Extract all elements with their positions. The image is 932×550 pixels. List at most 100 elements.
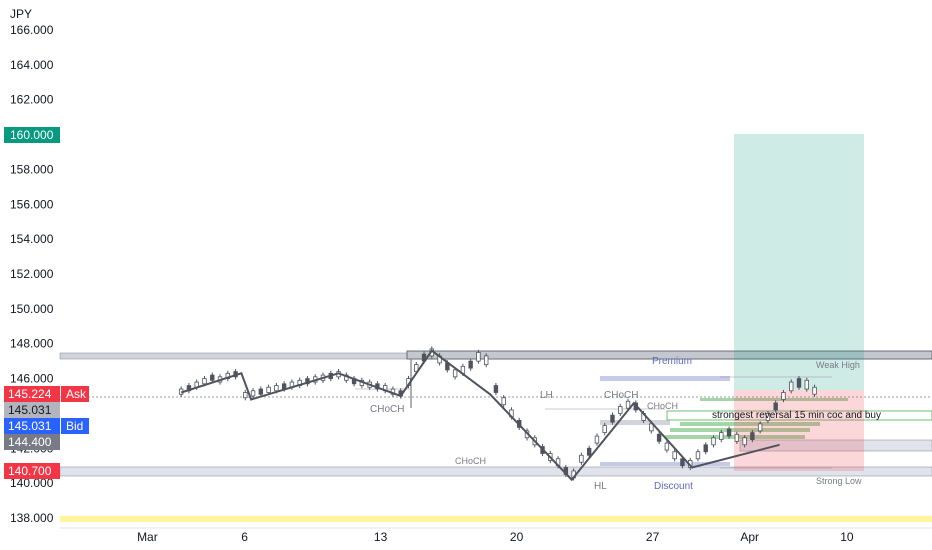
x-tick-label: 20 [510, 530, 524, 544]
candle-body [695, 451, 701, 460]
y-tick-label: 138.000 [10, 511, 54, 525]
candle-body [625, 400, 631, 409]
ask-badge: 145.224 Ask [4, 386, 89, 402]
candle[interactable] [258, 386, 264, 397]
hl-label: HL [594, 481, 607, 492]
premium-band [600, 376, 730, 381]
candle-body [719, 432, 724, 440]
x-tick-label: 10 [840, 530, 854, 544]
svg-text:145.031: 145.031 [8, 403, 52, 417]
candle[interactable] [711, 435, 716, 448]
candle[interactable] [664, 440, 670, 453]
candle[interactable] [476, 349, 481, 364]
candle[interactable] [210, 372, 215, 383]
loss-zone [734, 390, 864, 471]
green-fvg-2 [670, 428, 810, 432]
candle[interactable] [610, 412, 615, 425]
candle[interactable] [773, 400, 778, 413]
candle[interactable] [594, 433, 600, 446]
candle-body [656, 433, 662, 442]
candle[interactable] [618, 403, 623, 417]
candle-body [618, 406, 623, 414]
candle[interactable] [757, 421, 763, 434]
y-tick-label: 146.000 [10, 372, 54, 386]
candle-body [493, 385, 499, 393]
candle[interactable] [719, 429, 724, 443]
candle-body [781, 392, 786, 400]
candle[interactable] [586, 445, 592, 458]
y-tick-label: 150.000 [10, 302, 54, 316]
candle-body [734, 433, 740, 442]
candle[interactable] [750, 429, 755, 443]
candle[interactable] [493, 382, 499, 396]
stop-badge: 140.700 [4, 463, 60, 479]
candle-body [812, 386, 817, 395]
candle-body [501, 397, 506, 406]
candle[interactable] [781, 389, 786, 403]
candle[interactable] [483, 353, 489, 368]
candle[interactable] [804, 377, 809, 392]
candle[interactable] [656, 431, 662, 444]
candle-body [483, 355, 489, 366]
candle-body [602, 425, 607, 433]
candle[interactable] [734, 431, 740, 444]
candle[interactable] [789, 379, 794, 394]
candle[interactable] [602, 423, 607, 436]
price-badges: 160.000 145.224 Ask 145.031 145.031 Bid … [4, 127, 89, 479]
y-tick-label: 152.000 [10, 267, 54, 281]
x-tick-label: Apr [740, 530, 759, 544]
supply-zone-right [406, 350, 932, 360]
candle[interactable] [742, 435, 747, 448]
candle-body [703, 444, 708, 453]
candle-body [202, 378, 207, 385]
candle-body [711, 437, 716, 446]
candle-body [680, 458, 685, 467]
candle-body [579, 454, 584, 463]
candle[interactable] [243, 389, 248, 401]
demand-zone-mid [739, 439, 932, 452]
candle[interactable] [703, 442, 708, 455]
mid-badge: 145.031 [4, 402, 60, 418]
candle-body [742, 437, 747, 446]
x-tick-label: 13 [374, 530, 388, 544]
candle-body [610, 414, 615, 423]
choch-zone [600, 420, 670, 425]
candle-body [804, 379, 809, 390]
candle[interactable] [812, 384, 817, 397]
choch-label-4: CHoCH [455, 456, 486, 466]
candle-body [649, 423, 654, 432]
svg-text:Ask: Ask [66, 387, 87, 401]
candle[interactable] [579, 452, 584, 465]
candle-body [672, 451, 677, 460]
y-tick-label: 156.000 [10, 197, 54, 211]
candle-body [452, 369, 458, 378]
green-fvg-1 [680, 422, 820, 426]
candle[interactable] [250, 388, 256, 399]
candle-body [258, 388, 264, 395]
candle[interactable] [695, 449, 701, 462]
y-axis: 166.000 164.000 162.000 158.000 156.000 154.0… [10, 23, 54, 525]
candle[interactable] [468, 358, 473, 371]
candle[interactable] [765, 410, 771, 424]
bid-badge: 145.031 Bid [4, 418, 89, 434]
strong-low-label: Strong Low [816, 476, 862, 486]
discount-band [600, 462, 730, 466]
candle[interactable] [796, 375, 802, 390]
candle-body [757, 423, 763, 432]
y-tick-label: 154.000 [10, 232, 54, 246]
note-box [666, 410, 932, 421]
candle[interactable] [501, 395, 506, 408]
x-tick-label: Mar [137, 530, 158, 544]
premium-label: Premium [652, 356, 692, 367]
svg-text:145.031: 145.031 [8, 419, 52, 433]
candle-body [586, 447, 592, 456]
candle[interactable] [726, 426, 732, 439]
candle[interactable] [672, 449, 677, 462]
candle-body [726, 428, 732, 437]
y-tick-label: 148.000 [10, 337, 54, 351]
candle-body [210, 374, 215, 381]
y-tick-label: 164.000 [10, 58, 54, 72]
x-axis: Mar 6 13 20 27 Apr 10 [137, 530, 854, 544]
